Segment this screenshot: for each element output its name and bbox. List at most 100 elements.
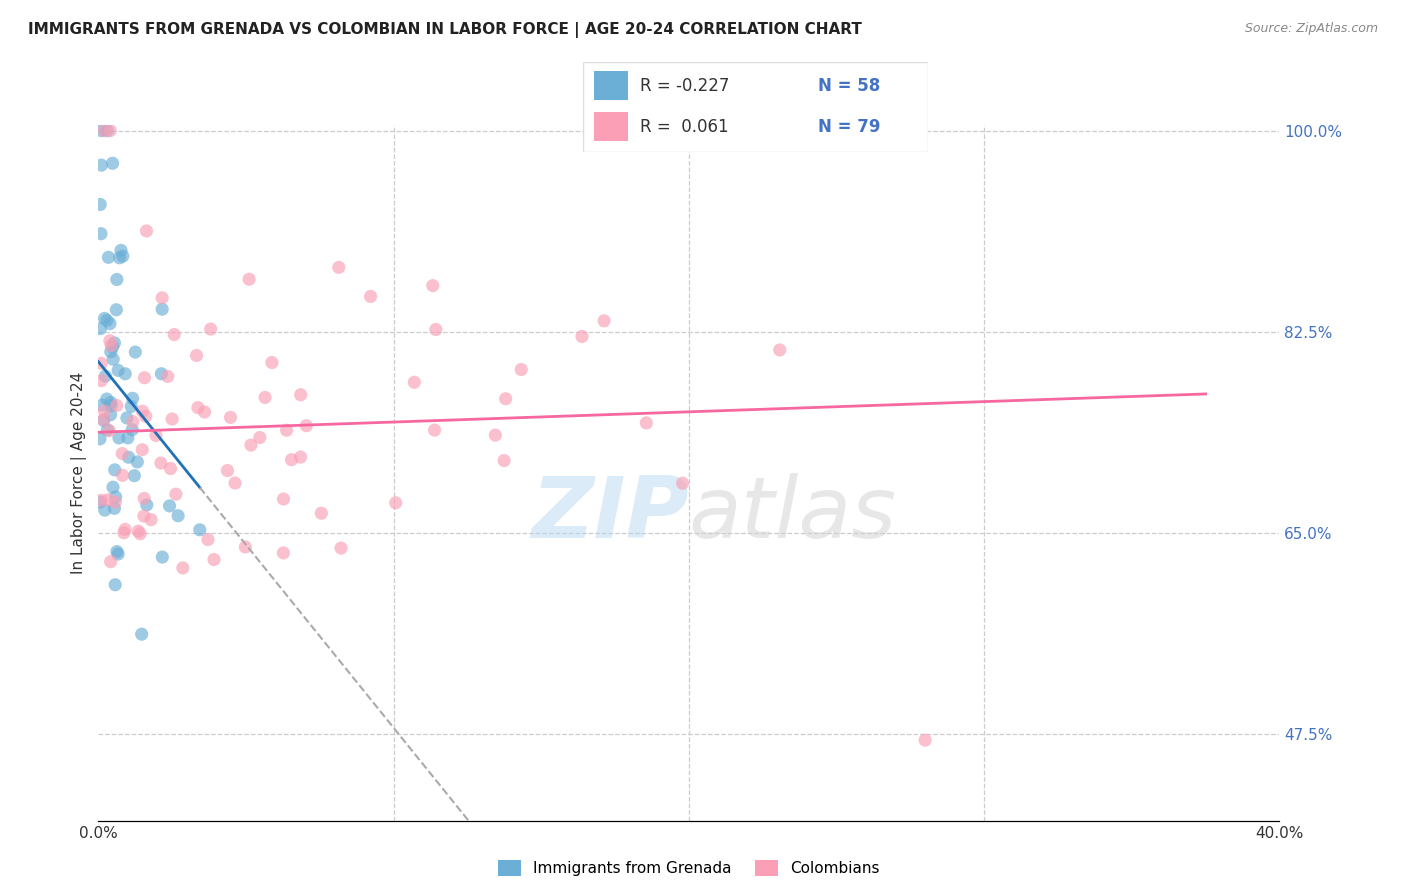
Point — [202, 552, 225, 566]
Text: Source: ZipAtlas.com: Source: ZipAtlas.com — [1244, 22, 1378, 36]
Point — [273, 546, 295, 560]
Point — [593, 314, 616, 328]
Point — [328, 260, 350, 275]
Point — [97, 250, 120, 264]
FancyBboxPatch shape — [583, 62, 928, 152]
Point — [117, 450, 139, 465]
Text: IMMIGRANTS FROM GRENADA VS COLOMBIAN IN LABOR FORCE | AGE 20-24 CORRELATION CHAR: IMMIGRANTS FROM GRENADA VS COLOMBIAN IN … — [28, 22, 862, 38]
Point — [89, 197, 111, 211]
Point — [115, 411, 138, 425]
Point — [94, 503, 117, 517]
Point — [89, 432, 111, 446]
Point — [239, 438, 262, 452]
Point — [98, 123, 121, 137]
Point — [150, 302, 173, 317]
Point — [188, 523, 211, 537]
Point — [103, 335, 125, 350]
Point — [89, 321, 111, 335]
Point — [100, 408, 122, 422]
Point — [105, 399, 128, 413]
Legend: Immigrants from Grenada, Colombians: Immigrants from Grenada, Colombians — [492, 855, 886, 882]
Point — [96, 423, 118, 437]
Point — [571, 329, 593, 343]
Point — [129, 526, 152, 541]
Point — [276, 423, 298, 437]
Point — [134, 491, 156, 506]
Point — [124, 345, 146, 359]
Point — [93, 413, 115, 427]
Point — [495, 392, 517, 406]
Point — [290, 450, 312, 464]
Point — [104, 495, 127, 509]
Point — [101, 480, 124, 494]
Point — [132, 509, 155, 524]
Point — [200, 322, 222, 336]
Point — [93, 404, 115, 418]
Point — [112, 525, 135, 540]
Point — [96, 313, 118, 327]
Point — [914, 733, 936, 747]
Point — [101, 340, 124, 354]
Point — [260, 355, 283, 369]
Point — [94, 369, 117, 384]
Point — [150, 549, 173, 564]
Point — [107, 547, 129, 561]
Point — [96, 123, 118, 137]
Point — [290, 388, 312, 402]
Point — [103, 352, 125, 367]
Point — [127, 455, 149, 469]
Point — [194, 405, 217, 419]
Point — [135, 224, 157, 238]
Point — [224, 476, 246, 491]
Point — [636, 416, 658, 430]
Point — [97, 492, 120, 507]
Point — [423, 423, 446, 437]
Point — [484, 428, 506, 442]
Point — [187, 401, 209, 415]
Point — [100, 555, 122, 569]
Point — [98, 334, 121, 348]
Point — [163, 327, 186, 342]
Point — [384, 496, 406, 510]
Point — [100, 395, 122, 409]
Point — [150, 367, 173, 381]
Point — [127, 524, 149, 538]
Point — [172, 561, 194, 575]
Text: ZIP: ZIP — [531, 473, 689, 556]
Point — [104, 578, 127, 592]
Text: N = 58: N = 58 — [818, 77, 880, 95]
Point — [494, 453, 516, 467]
Point — [131, 627, 153, 641]
Point — [149, 456, 172, 470]
Point — [100, 399, 122, 413]
Point — [131, 442, 153, 457]
Point — [159, 461, 181, 475]
Point — [105, 302, 128, 317]
Point — [219, 410, 242, 425]
Point — [160, 412, 183, 426]
Point — [769, 343, 792, 357]
Point — [98, 424, 121, 438]
Point — [135, 409, 157, 424]
Point — [105, 544, 128, 558]
Point — [98, 317, 121, 331]
Point — [167, 508, 190, 523]
Point — [280, 452, 302, 467]
Point — [104, 463, 127, 477]
Point — [108, 431, 131, 445]
Point — [330, 541, 353, 555]
Point — [104, 490, 127, 504]
Point — [254, 391, 277, 405]
Point — [90, 123, 112, 137]
Point — [311, 506, 333, 520]
Point — [111, 249, 134, 263]
Point — [145, 428, 167, 442]
Point — [101, 156, 124, 170]
Point — [111, 447, 134, 461]
Point — [100, 338, 122, 352]
Point — [90, 158, 112, 172]
Point — [90, 374, 112, 388]
Point — [217, 464, 239, 478]
Point — [238, 272, 260, 286]
Point — [671, 476, 693, 491]
